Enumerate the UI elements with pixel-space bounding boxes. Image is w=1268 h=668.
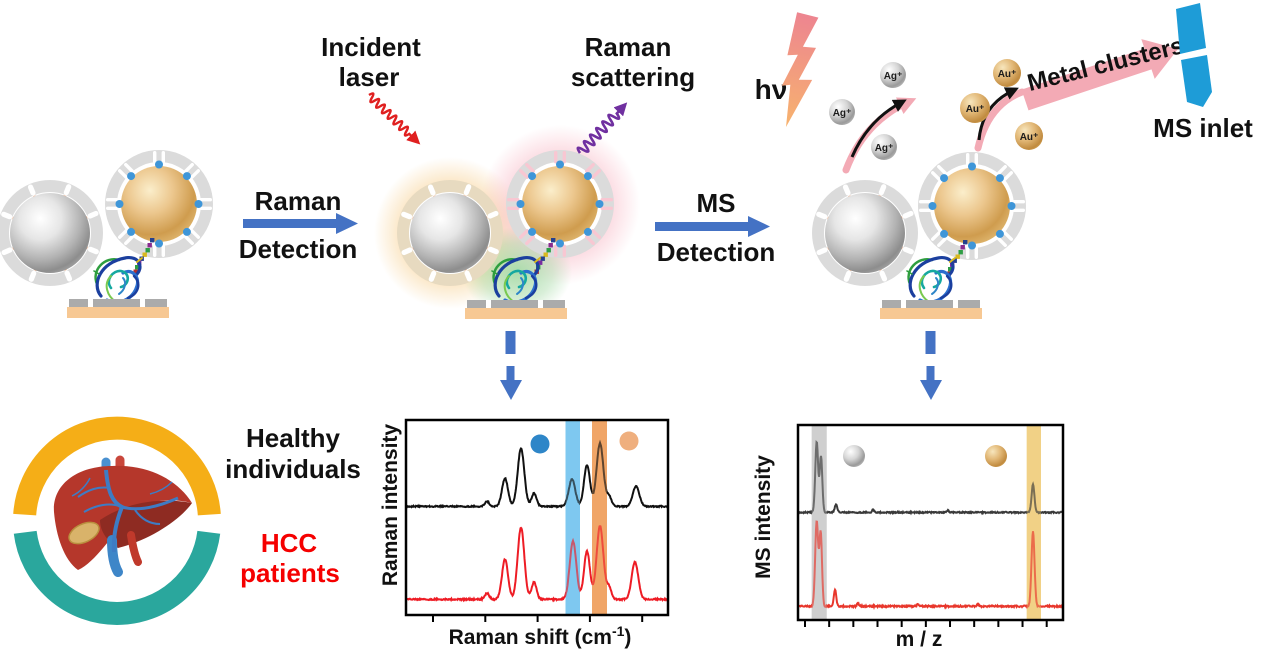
arrow-body — [655, 222, 748, 231]
ms-detection-arrow: MS Detection — [655, 188, 775, 267]
protein-icon — [905, 255, 957, 304]
lightning-bolt-icon — [781, 12, 819, 128]
incident-laser-label-line2: laser — [339, 62, 400, 92]
nanoparticle-assembly-2 — [374, 125, 640, 319]
raman-scattering: Raman scattering — [571, 32, 695, 154]
raman-chart: Raman intensity Raman shift (cm-1) — [379, 418, 670, 649]
ion-plume-left — [842, 97, 917, 174]
blue-dot — [530, 434, 550, 454]
highlight-band-tint — [592, 420, 607, 615]
highlight-band-tint — [1026, 425, 1041, 620]
raman-scattering-label-line1: Raman — [585, 32, 672, 62]
spectrum-trace — [797, 439, 1064, 516]
gold-ion-desorption: Au⁺ Au⁺ Au⁺ — [960, 59, 1043, 152]
protein-icon — [92, 255, 144, 304]
liver-badge — [13, 416, 221, 625]
raman-y-axis-label: Raman intensity — [379, 424, 402, 587]
sensor-substrate — [880, 300, 982, 319]
spectrum-trace — [405, 439, 669, 510]
silver-ion-3: Ag⁺ — [871, 134, 897, 160]
gold-nanoparticle-icon — [918, 152, 1026, 260]
raman-detection-label-line2: Detection — [239, 234, 357, 264]
gold-ion-1: Au⁺ — [993, 59, 1021, 87]
gold-ion-label: Au⁺ — [966, 104, 985, 115]
spectrum-trace — [405, 525, 669, 603]
down-arrow-ms — [920, 331, 942, 400]
highlight-band-tint — [565, 420, 580, 615]
sensor-substrate — [67, 299, 169, 318]
photon-label: hν — [755, 74, 788, 105]
plot-frame — [404, 418, 670, 617]
ms-chart: MS intensity m / z — [752, 423, 1065, 651]
orange-dot — [619, 431, 639, 451]
silver-ion-2: Ag⁺ — [829, 99, 855, 125]
ms-inlet-label: MS inlet — [1153, 113, 1253, 143]
raman-scattering-label-line2: scattering — [571, 62, 695, 92]
incident-laser: Incident laser — [321, 32, 421, 145]
metal-clusters-arrow: Metal clusters — [1021, 32, 1187, 111]
spectrum-trace — [797, 520, 1064, 610]
plot-frame — [796, 423, 1065, 622]
gold-nanoparticle-icon — [105, 150, 213, 258]
hcc-label-line2: patients — [240, 558, 340, 588]
nanoparticle-assembly-1 — [0, 150, 213, 318]
arrow-body — [243, 219, 336, 228]
silver-nanoparticle-icon — [0, 180, 103, 286]
ms-inlet: MS inlet — [1153, 3, 1253, 143]
liver-illustration — [53, 455, 192, 577]
incident-laser-label-line1: Incident — [321, 32, 421, 62]
silver-ion-label: Ag⁺ — [833, 108, 852, 119]
raman-x-axis-label: Raman shift (cm-1) — [449, 623, 632, 649]
healthy-label-line2: individuals — [225, 454, 361, 484]
raman-detection-arrow: Raman Detection — [239, 186, 358, 264]
raman-plot-area — [404, 418, 670, 622]
gold-nanoparticle-icon — [985, 445, 1007, 467]
silver-ion-label: Ag⁺ — [884, 71, 903, 82]
highlight-band-tint — [811, 425, 827, 620]
gold-ion-label: Au⁺ — [998, 69, 1017, 80]
healthy-label-line1: Healthy — [246, 423, 340, 453]
ms-inlet-icon-top — [1176, 3, 1206, 54]
silver-ion-desorption: Ag⁺ Ag⁺ Ag⁺ — [829, 62, 917, 174]
ms-inlet-icon-bottom — [1181, 55, 1212, 107]
raman-detection-label-line1: Raman — [255, 186, 342, 216]
pink-arrow — [1021, 39, 1178, 111]
liver-ring-teal — [13, 530, 221, 625]
ms-detection-label-line1: MS — [697, 188, 736, 218]
silver-ion-label: Ag⁺ — [875, 143, 894, 154]
nanoparticle-assembly-3 — [812, 152, 1026, 319]
silver-nanoparticle-icon — [812, 180, 918, 286]
ms-y-axis-label: MS intensity — [752, 455, 775, 579]
arrow-head — [748, 216, 770, 237]
down-arrow-raman — [500, 331, 522, 400]
gold-ion-3: Au⁺ — [1015, 122, 1043, 150]
liver-ring-yellow — [13, 416, 221, 516]
raman-scattering-wave-icon — [576, 102, 628, 154]
silver-nanoparticle-icon — [843, 445, 865, 467]
sensor-substrate — [465, 300, 567, 319]
arrow-head — [336, 213, 358, 234]
ion-arrow-left — [850, 99, 907, 158]
incident-laser-wave-icon — [368, 92, 421, 145]
gold-ion-label: Au⁺ — [1020, 132, 1039, 143]
ms-detection-label-line2: Detection — [657, 237, 775, 267]
ms-plot-area — [796, 423, 1065, 627]
gold-nanoparticle-icon — [506, 150, 614, 258]
ms-x-axis-label: m / z — [896, 628, 943, 651]
silver-ion-1: Ag⁺ — [880, 62, 906, 88]
hcc-label-line1: HCC — [261, 528, 318, 558]
photon-excitation: hν — [755, 12, 819, 128]
gold-ion-2: Au⁺ — [960, 93, 990, 123]
silver-nanoparticle-icon — [397, 180, 503, 286]
